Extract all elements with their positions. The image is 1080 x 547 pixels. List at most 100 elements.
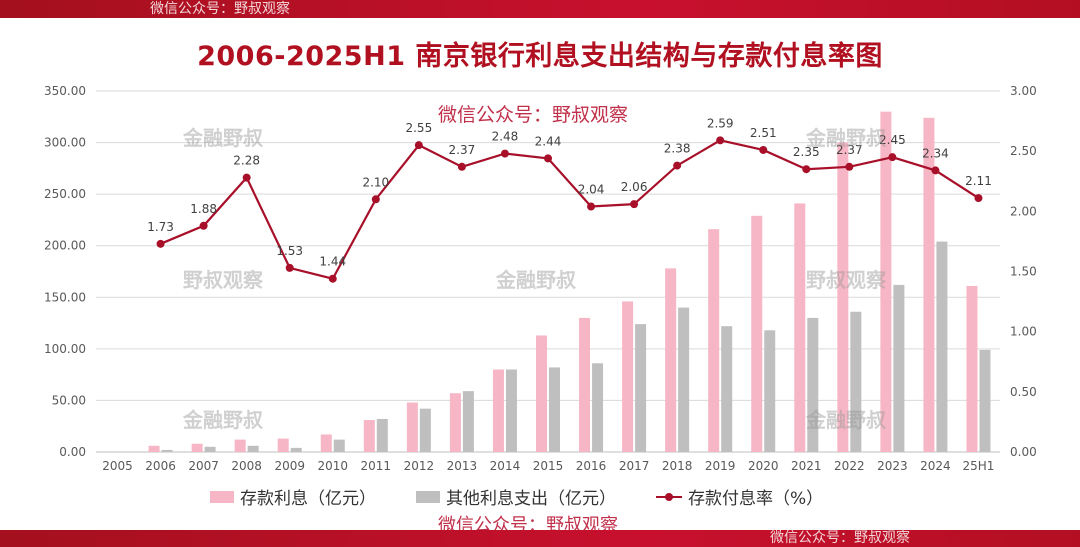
rate-point <box>974 194 983 203</box>
bar-other-interest <box>462 391 474 452</box>
rate-point <box>845 162 854 171</box>
rate-point <box>500 149 509 158</box>
rate-data-label: 1.44 <box>319 255 346 269</box>
rate-data-label: 2.45 <box>879 133 906 147</box>
rate-data-label: 2.04 <box>578 183 605 197</box>
rate-point <box>457 162 466 171</box>
y-left-tick-label: 0.00 <box>59 445 86 459</box>
y-right-tick-label: 2.00 <box>1010 204 1037 218</box>
bar-deposit-interest <box>277 438 289 452</box>
x-tick-label: 2014 <box>490 459 521 473</box>
bar-other-interest <box>635 324 647 452</box>
bar-other-interest <box>807 317 819 452</box>
bar-deposit-interest <box>234 439 246 452</box>
chart-legend: 存款利息（亿元） 其他利息支出（亿元） 存款付息率（%） <box>210 484 863 509</box>
x-tick-label: 2022 <box>834 459 865 473</box>
x-tick-label: 2017 <box>619 459 650 473</box>
x-tick-label: 2010 <box>317 459 348 473</box>
x-tick-label: 2024 <box>920 459 951 473</box>
rate-data-label: 2.59 <box>707 116 734 130</box>
bar-deposit-interest <box>837 142 849 453</box>
bar-deposit-interest <box>320 434 332 452</box>
rate-data-label: 2.51 <box>750 126 777 140</box>
bar-other-interest <box>979 349 991 452</box>
legend-item-deposit-rate: 存款付息率（%） <box>656 484 823 509</box>
x-tick-label: 2009 <box>274 459 305 473</box>
footer-watermark: 微信公众号：野叔观察 <box>770 530 910 546</box>
y-right-tick-label: 1.50 <box>1010 265 1037 279</box>
bar-deposit-interest <box>880 111 892 452</box>
chart-title: 2006-2025H1 南京银行利息支出结构与存款付息率图 <box>197 41 883 72</box>
top-banner <box>0 0 1080 18</box>
rate-data-label: 2.37 <box>836 143 863 157</box>
x-tick-label: 25H1 <box>963 459 995 473</box>
grey-watermark-5: 野叔观察 <box>806 268 886 292</box>
rate-point <box>587 202 596 211</box>
grey-watermark-2: 金融野叔 <box>806 126 886 150</box>
rate-data-label: 2.10 <box>362 175 389 189</box>
x-tick-label: 2016 <box>576 459 607 473</box>
bar-other-interest <box>161 449 173 452</box>
legend-swatch-line <box>656 491 682 503</box>
rate-point <box>931 166 940 175</box>
bar-deposit-interest <box>708 229 720 452</box>
bar-other-interest <box>893 284 905 452</box>
rate-point <box>759 145 768 154</box>
rate-data-label: 2.06 <box>621 180 648 194</box>
bar-deposit-interest <box>363 420 375 452</box>
x-tick-label: 2007 <box>188 459 219 473</box>
bar-deposit-interest <box>622 301 634 452</box>
x-tick-label: 2023 <box>877 459 908 473</box>
bar-other-interest <box>290 447 302 452</box>
rate-point <box>285 263 294 272</box>
bar-other-interest <box>333 439 345 452</box>
x-tick-label: 2011 <box>361 459 392 473</box>
rate-line <box>160 139 980 280</box>
x-tick-label: 2008 <box>231 459 262 473</box>
bar-other-interest <box>505 369 517 452</box>
x-tick-label: 2019 <box>705 459 736 473</box>
bar-other-interest <box>850 311 862 452</box>
bar-other-interest <box>204 446 216 452</box>
y-right-tick-label: 2.50 <box>1010 144 1037 158</box>
bar-deposit-interest <box>751 215 763 452</box>
rate-point <box>414 141 423 150</box>
bar-other-interest <box>764 330 776 452</box>
bar-other-interest <box>247 445 259 452</box>
y-left-tick-label: 300.00 <box>44 136 86 150</box>
rate-point <box>802 165 811 174</box>
rate-data-label: 2.37 <box>449 143 476 157</box>
bar-deposit-interest <box>406 402 418 452</box>
y-left-tick-label: 50.00 <box>52 393 86 407</box>
rate-point <box>630 200 639 209</box>
grey-watermark-7: 金融野叔 <box>806 408 886 432</box>
bar-deposit-interest <box>665 268 677 452</box>
x-tick-label: 2018 <box>662 459 693 473</box>
x-tick-label: 2020 <box>748 459 779 473</box>
y-left-tick-label: 100.00 <box>44 342 86 356</box>
rate-data-label: 2.34 <box>922 146 949 160</box>
rate-data-label: 2.55 <box>405 121 432 135</box>
bar-deposit-interest <box>923 117 935 453</box>
bar-other-interest <box>419 408 431 452</box>
y-left-tick-label: 200.00 <box>44 239 86 253</box>
x-tick-label: 2012 <box>404 459 435 473</box>
grey-watermark-1: 金融野叔 <box>183 126 263 150</box>
rate-data-label: 1.88 <box>190 202 217 216</box>
y-left-tick-label: 150.00 <box>44 290 86 304</box>
x-tick-label: 2005 <box>102 459 133 473</box>
bottom-banner <box>0 530 1080 547</box>
rate-point <box>156 239 165 248</box>
rate-data-label: 2.44 <box>535 134 562 148</box>
y-right-tick-label: 0.50 <box>1010 385 1037 399</box>
grey-watermark-3: 野叔观察 <box>183 268 263 292</box>
x-tick-label: 2015 <box>533 459 564 473</box>
legend-swatch-grey <box>416 490 440 503</box>
rate-point <box>328 274 337 283</box>
center-watermark: 微信公众号：野叔观察 <box>438 104 629 126</box>
grey-watermark-6: 金融野叔 <box>183 408 263 432</box>
rate-data-label: 2.38 <box>664 142 691 156</box>
bar-deposit-interest <box>536 335 547 452</box>
